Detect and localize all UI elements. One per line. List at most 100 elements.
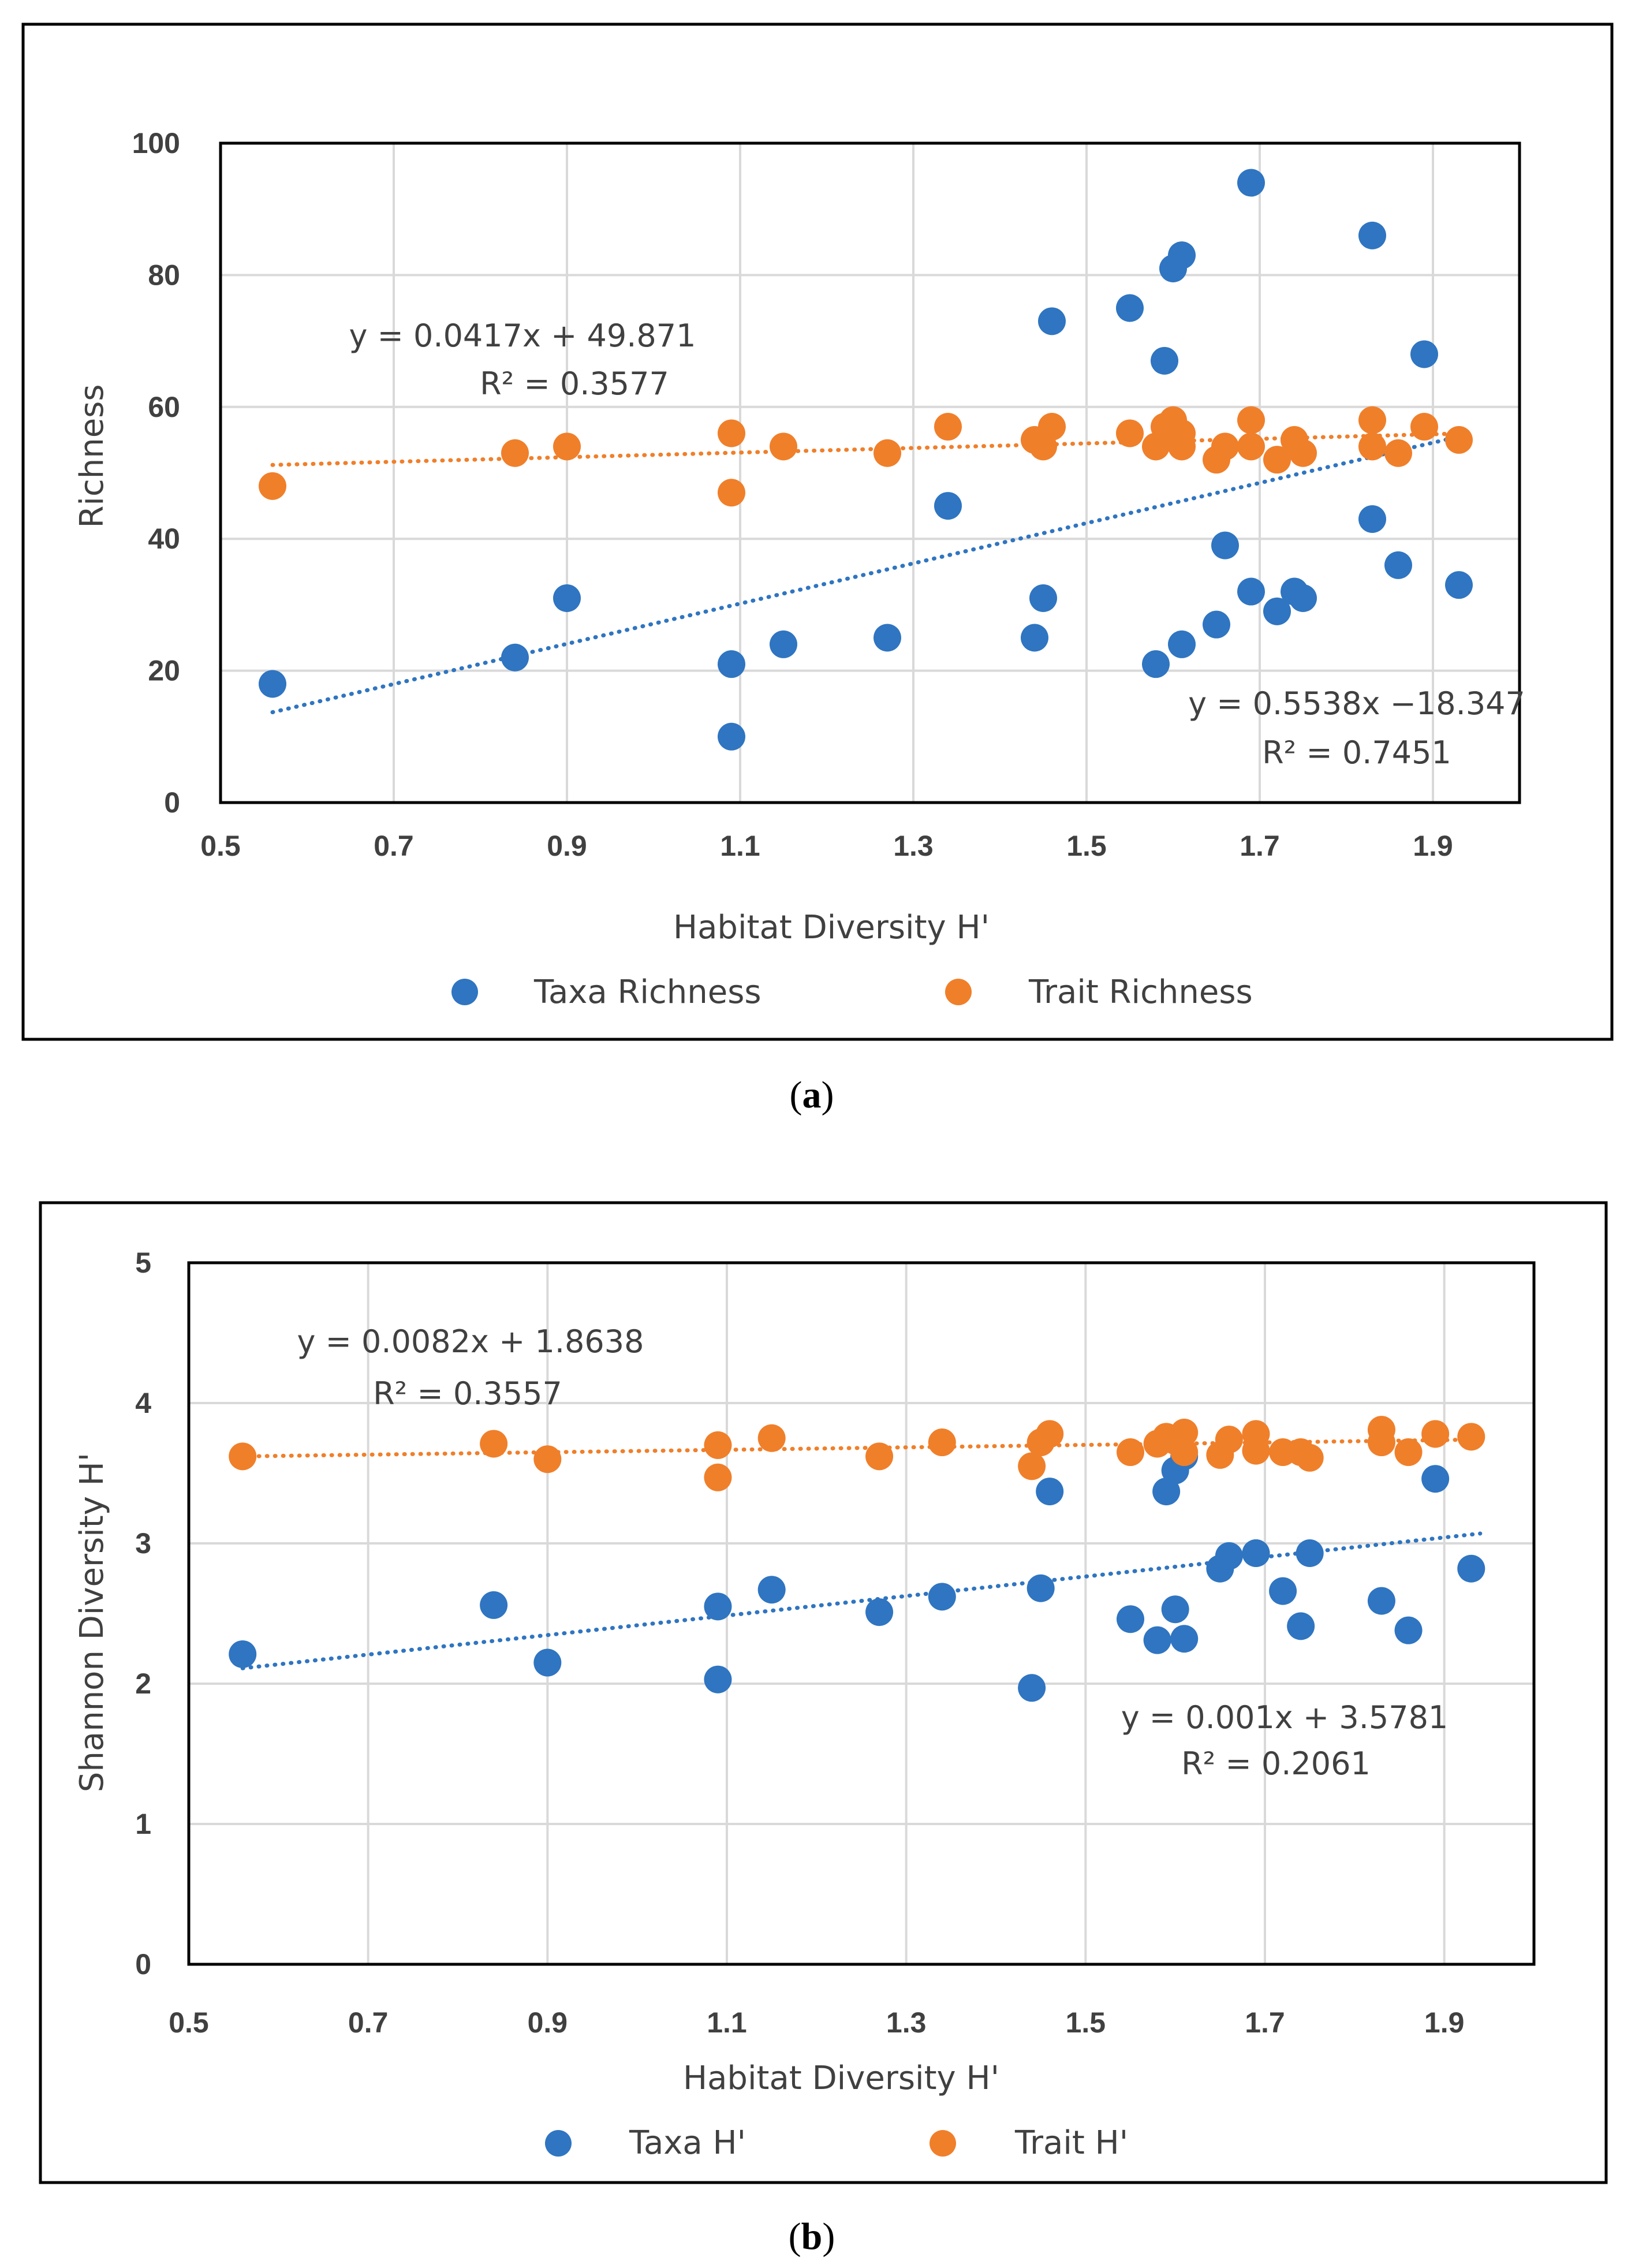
chart-b: 0 1 2 3 4 5 0.5 0.7 0.9 1.1 1.3 1.5 1.7 1.9 Habitat … xyxy=(39,1201,1608,2184)
chart-a-x-axis-label: Habitat Diversity H' xyxy=(673,909,990,946)
point-taxa-richness xyxy=(874,624,901,652)
point-taxa-h xyxy=(704,1665,732,1693)
x-tick-label: 1.3 xyxy=(893,830,934,862)
legend-marker-taxa-h xyxy=(545,2130,572,2157)
point-taxa-richness xyxy=(1168,630,1196,658)
chart-a-points xyxy=(259,169,1473,751)
point-trait-h xyxy=(1018,1452,1046,1480)
point-taxa-h xyxy=(533,1648,562,1677)
point-trait-h xyxy=(1457,1423,1485,1451)
point-trait-h xyxy=(1117,1438,1144,1467)
point-taxa-richness xyxy=(1116,294,1144,322)
point-taxa-richness xyxy=(1142,650,1170,678)
chart-a-trait-equation: y = 0.0417x + 49.871 xyxy=(349,318,696,354)
point-trait-richness xyxy=(1237,406,1265,434)
y-tick-label: 4 xyxy=(135,1387,151,1419)
point-taxa-h xyxy=(1117,1605,1144,1633)
y-tick-label: 80 xyxy=(148,259,180,291)
point-taxa-h xyxy=(1394,1616,1423,1644)
point-trait-h xyxy=(1170,1438,1199,1467)
trendline-taxa-h xyxy=(240,1531,1483,1670)
point-trait-richness xyxy=(1358,406,1386,434)
point-taxa-richness xyxy=(259,670,286,698)
x-tick-label: 1.9 xyxy=(1413,830,1453,862)
x-tick-label: 0.5 xyxy=(169,2006,209,2039)
point-trait-h xyxy=(1170,1419,1199,1447)
point-trait-richness xyxy=(1168,432,1196,461)
y-tick-label: 100 xyxy=(132,127,180,159)
chart-b-x-ticks: 0.5 0.7 0.9 1.1 1.3 1.5 1.7 1.9 xyxy=(169,2006,1464,2039)
point-taxa-richness xyxy=(1038,307,1066,335)
y-tick-label: 20 xyxy=(148,655,180,687)
legend-label-taxa-h: Taxa H' xyxy=(629,2124,746,2162)
point-trait-h xyxy=(1296,1443,1324,1472)
point-taxa-h xyxy=(1367,1587,1395,1615)
chart-a-y-ticks: 0 20 40 60 80 100 xyxy=(132,127,180,819)
point-trait-h xyxy=(1394,1438,1423,1467)
chart-a-taxa-equation: y = 0.5538x −18.347 xyxy=(1188,685,1525,722)
point-trait-h xyxy=(928,1428,956,1457)
point-trait-richness xyxy=(1358,432,1386,461)
x-tick-label: 1.5 xyxy=(1066,830,1107,862)
caption-b: (b) xyxy=(789,2215,835,2258)
point-trait-h xyxy=(229,1442,257,1471)
point-taxa-h xyxy=(1287,1612,1315,1640)
legend-marker-taxa-richness xyxy=(451,979,478,1005)
chart-b-taxa-equation: y = 0.001x + 3.5781 xyxy=(1121,1699,1449,1736)
point-taxa-richness xyxy=(1358,221,1386,249)
point-taxa-richness xyxy=(1237,169,1265,197)
point-trait-richness xyxy=(1289,439,1317,467)
point-taxa-h xyxy=(928,1583,956,1611)
point-taxa-richness xyxy=(718,722,745,751)
y-tick-label: 40 xyxy=(148,523,180,555)
point-trait-richness xyxy=(770,432,797,461)
point-taxa-richness xyxy=(501,643,529,672)
point-trait-richness xyxy=(1116,419,1144,447)
point-trait-richness xyxy=(718,419,745,447)
legend-label-trait-richness: Trait Richness xyxy=(1028,973,1253,1011)
chart-b-x-axis-label: Habitat Diversity H' xyxy=(683,2060,999,2097)
point-trait-h xyxy=(1036,1420,1064,1448)
point-taxa-richness xyxy=(1029,584,1057,612)
point-taxa-h xyxy=(1036,1478,1064,1506)
point-taxa-richness xyxy=(1384,551,1412,579)
point-taxa-richness xyxy=(718,650,745,678)
chart-b-trait-equation: y = 0.0082x + 1.8638 xyxy=(297,1323,644,1360)
point-trait-h xyxy=(1242,1437,1270,1465)
chart-a-trendlines xyxy=(270,431,1470,715)
chart-b-trait-r2: R² = 0.3557 xyxy=(373,1375,562,1412)
chart-b-trendlines xyxy=(240,1437,1483,1670)
point-trait-richness xyxy=(501,439,529,467)
x-tick-label: 0.7 xyxy=(348,2006,389,2039)
chart-b-y-ticks: 0 1 2 3 4 5 xyxy=(135,1247,151,1980)
point-taxa-richness xyxy=(553,584,581,612)
point-taxa-h xyxy=(1170,1625,1199,1653)
point-trait-richness xyxy=(259,472,286,500)
point-trait-richness xyxy=(1410,413,1438,441)
point-trait-h xyxy=(704,1463,732,1491)
point-trait-richness xyxy=(1237,432,1265,461)
point-taxa-richness xyxy=(1237,577,1265,606)
point-taxa-richness xyxy=(1289,584,1317,612)
point-taxa-h xyxy=(1026,1574,1055,1602)
point-trait-h xyxy=(1421,1420,1450,1448)
point-trait-richness xyxy=(1038,413,1066,441)
point-trait-richness xyxy=(1263,446,1291,474)
x-tick-label: 1.7 xyxy=(1245,2006,1285,2039)
chart-b-legend: Taxa H' Trait H' xyxy=(545,2124,1128,2162)
point-taxa-richness xyxy=(1151,346,1178,375)
point-taxa-richness xyxy=(1203,610,1230,639)
chart-a-taxa-r2: R² = 0.7451 xyxy=(1262,734,1451,771)
point-trait-h xyxy=(1367,1428,1395,1457)
x-tick-label: 1.7 xyxy=(1240,830,1280,862)
chart-b-y-axis-label: Shannon Diversity H' xyxy=(73,1453,111,1792)
point-taxa-h xyxy=(1242,1539,1270,1568)
chart-a-plot-frame xyxy=(219,141,1521,804)
point-taxa-h xyxy=(1215,1542,1243,1570)
chart-a-x-ticks: 0.5 0.7 0.9 1.1 1.3 1.5 1.7 1.9 xyxy=(200,830,1453,862)
chart-a: 0 20 40 60 80 100 0.5 0.7 0.9 1.1 1.3 1.5 1.7 1.9 Ha… xyxy=(21,23,1614,1041)
point-trait-richness xyxy=(934,413,962,441)
y-tick-label: 2 xyxy=(135,1668,151,1700)
x-tick-label: 1.5 xyxy=(1066,2006,1106,2039)
